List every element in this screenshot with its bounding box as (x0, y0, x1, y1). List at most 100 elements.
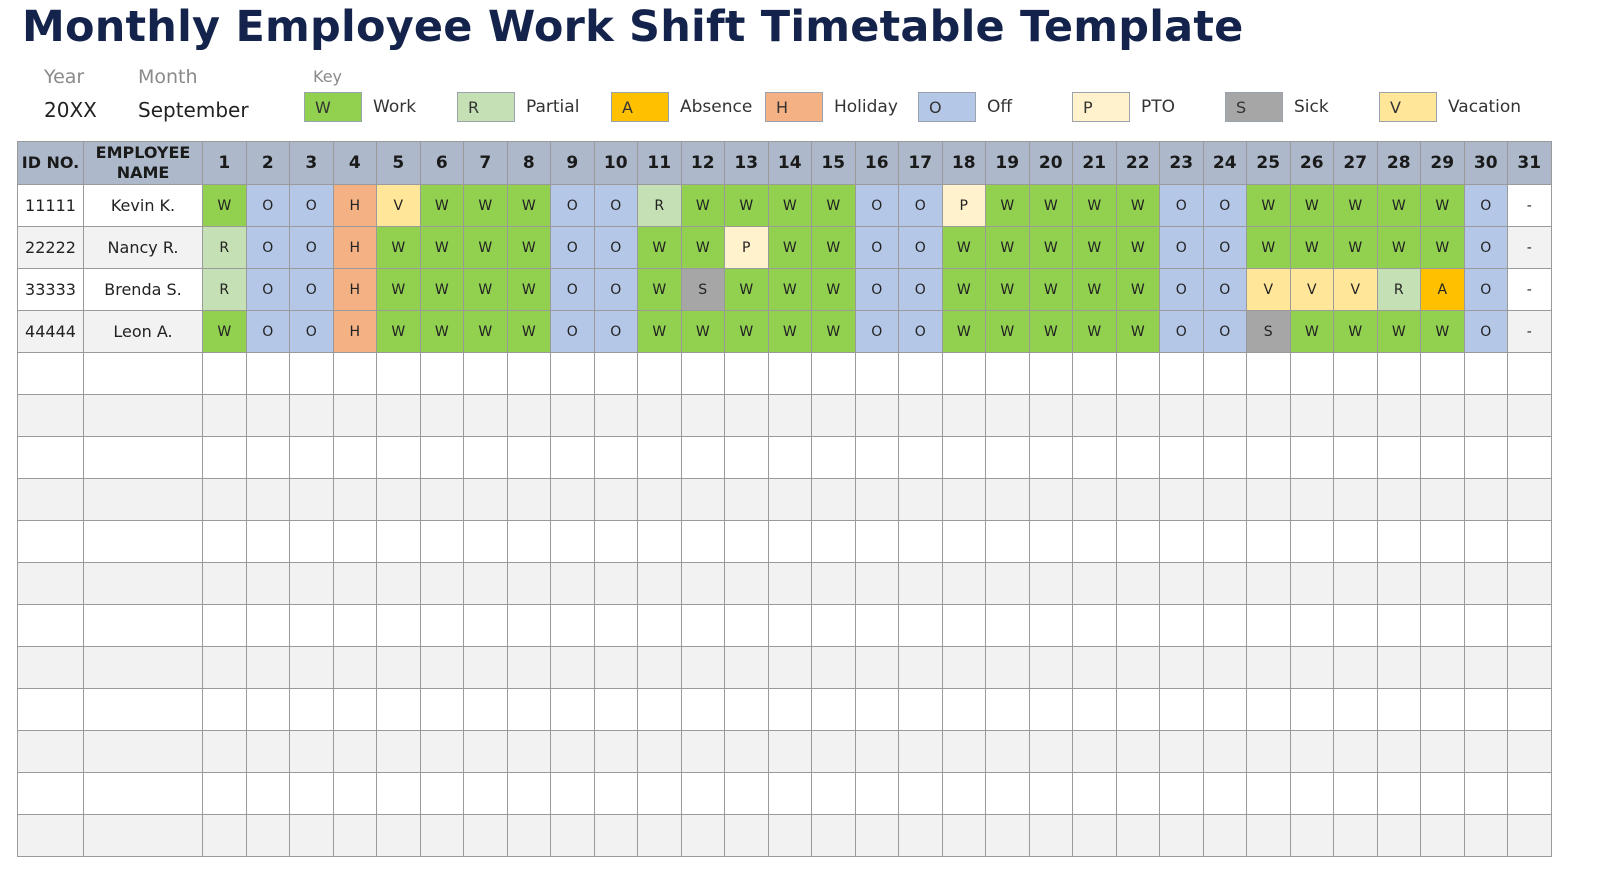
empty-cell[interactable] (811, 478, 856, 521)
empty-cell[interactable] (83, 520, 203, 563)
empty-cell[interactable] (1115, 520, 1160, 563)
empty-cell[interactable] (506, 646, 551, 689)
empty-cell[interactable] (724, 646, 769, 689)
empty-cell[interactable] (83, 436, 203, 479)
empty-cell[interactable] (724, 520, 769, 563)
empty-cell[interactable] (1289, 688, 1334, 731)
empty-cell[interactable] (17, 436, 84, 479)
empty-cell[interactable] (898, 646, 943, 689)
empty-cell[interactable] (1202, 436, 1247, 479)
empty-cell[interactable] (376, 772, 421, 815)
empty-cell[interactable] (376, 814, 421, 857)
shift-cell[interactable]: O (1463, 268, 1508, 311)
empty-cell[interactable] (1420, 730, 1465, 773)
empty-cell[interactable] (463, 604, 508, 647)
empty-cell[interactable] (463, 352, 508, 395)
empty-cell[interactable] (1420, 520, 1465, 563)
empty-cell[interactable] (289, 562, 334, 605)
shift-cell[interactable]: W (811, 184, 856, 227)
empty-cell[interactable] (419, 814, 464, 857)
empty-cell[interactable] (854, 688, 899, 731)
shift-cell[interactable]: W (376, 268, 421, 311)
shift-cell[interactable]: W (202, 184, 247, 227)
empty-cell[interactable] (941, 478, 986, 521)
empty-cell[interactable] (332, 352, 377, 395)
shift-cell[interactable]: - (1507, 184, 1552, 227)
empty-cell[interactable] (1246, 814, 1291, 857)
empty-cell[interactable] (680, 436, 725, 479)
shift-cell[interactable]: - (1507, 310, 1552, 353)
empty-cell[interactable] (1420, 352, 1465, 395)
shift-cell[interactable]: O (245, 310, 290, 353)
shift-cell[interactable]: O (854, 184, 899, 227)
empty-cell[interactable] (245, 772, 290, 815)
empty-cell[interactable] (1376, 436, 1421, 479)
shift-cell[interactable]: W (1420, 184, 1465, 227)
employee-id-cell[interactable]: 33333 (17, 268, 84, 311)
shift-cell[interactable]: W (1289, 184, 1334, 227)
empty-cell[interactable] (593, 772, 638, 815)
empty-cell[interactable] (245, 688, 290, 731)
empty-cell[interactable] (289, 394, 334, 437)
shift-cell[interactable]: R (202, 268, 247, 311)
empty-cell[interactable] (245, 604, 290, 647)
empty-cell[interactable] (593, 562, 638, 605)
empty-cell[interactable] (332, 478, 377, 521)
empty-cell[interactable] (637, 646, 682, 689)
empty-cell[interactable] (1202, 562, 1247, 605)
empty-cell[interactable] (1507, 772, 1552, 815)
shift-cell[interactable]: O (898, 226, 943, 269)
empty-cell[interactable] (1420, 562, 1465, 605)
empty-cell[interactable] (811, 436, 856, 479)
empty-cell[interactable] (767, 814, 812, 857)
empty-cell[interactable] (680, 478, 725, 521)
empty-cell[interactable] (463, 688, 508, 731)
empty-cell[interactable] (1333, 352, 1378, 395)
empty-cell[interactable] (724, 814, 769, 857)
empty-cell[interactable] (506, 772, 551, 815)
empty-cell[interactable] (17, 562, 84, 605)
shift-cell[interactable]: W (811, 268, 856, 311)
empty-cell[interactable] (419, 604, 464, 647)
empty-cell[interactable] (724, 730, 769, 773)
empty-cell[interactable] (637, 520, 682, 563)
shift-cell[interactable]: O (593, 310, 638, 353)
empty-cell[interactable] (1115, 436, 1160, 479)
empty-cell[interactable] (289, 730, 334, 773)
empty-cell[interactable] (17, 394, 84, 437)
empty-cell[interactable] (550, 772, 595, 815)
empty-cell[interactable] (1507, 814, 1552, 857)
empty-cell[interactable] (854, 814, 899, 857)
empty-cell[interactable] (1507, 688, 1552, 731)
shift-cell[interactable]: O (550, 310, 595, 353)
empty-cell[interactable] (1507, 562, 1552, 605)
empty-cell[interactable] (332, 772, 377, 815)
empty-cell[interactable] (680, 646, 725, 689)
empty-cell[interactable] (1028, 436, 1073, 479)
empty-cell[interactable] (332, 562, 377, 605)
empty-cell[interactable] (767, 352, 812, 395)
shift-cell[interactable]: H (332, 184, 377, 227)
shift-cell[interactable]: V (376, 184, 421, 227)
empty-cell[interactable] (419, 478, 464, 521)
empty-cell[interactable] (854, 772, 899, 815)
empty-cell[interactable] (1376, 520, 1421, 563)
shift-cell[interactable]: O (593, 184, 638, 227)
empty-cell[interactable] (376, 688, 421, 731)
empty-cell[interactable] (637, 478, 682, 521)
empty-cell[interactable] (680, 730, 725, 773)
empty-cell[interactable] (1463, 646, 1508, 689)
empty-cell[interactable] (1289, 520, 1334, 563)
empty-cell[interactable] (1159, 604, 1204, 647)
empty-cell[interactable] (1289, 730, 1334, 773)
shift-cell[interactable]: W (1072, 184, 1117, 227)
empty-cell[interactable] (767, 520, 812, 563)
empty-cell[interactable] (1376, 772, 1421, 815)
empty-cell[interactable] (202, 352, 247, 395)
empty-cell[interactable] (289, 646, 334, 689)
empty-cell[interactable] (767, 394, 812, 437)
shift-cell[interactable]: W (637, 268, 682, 311)
empty-cell[interactable] (1376, 394, 1421, 437)
empty-cell[interactable] (1028, 394, 1073, 437)
shift-cell[interactable]: W (985, 310, 1030, 353)
